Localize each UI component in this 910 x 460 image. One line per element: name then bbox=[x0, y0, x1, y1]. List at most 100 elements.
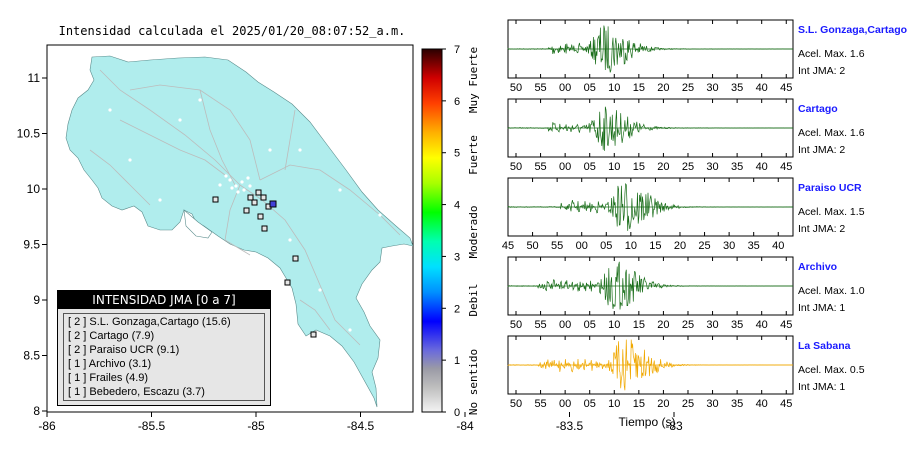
colorbar-category-label: Fuerte bbox=[467, 135, 480, 175]
waveform-x-tick-label: 10 bbox=[608, 82, 620, 94]
station-dots bbox=[108, 98, 382, 332]
colorbar-tick-label: 1 bbox=[454, 355, 460, 367]
max-accel-label: Acel. Max. 1.6 bbox=[798, 48, 865, 60]
legend-row: [ 1 ] Frailes (4.9) bbox=[68, 372, 149, 384]
colorbar-tick-label: 0 bbox=[454, 407, 460, 419]
legend-row: [ 1 ] Archivo (3.1) bbox=[68, 358, 152, 370]
map-x-tick-label: -85 bbox=[247, 419, 265, 433]
waveform-x-tick-label: 25 bbox=[682, 398, 694, 410]
waveform-x-tick-label: 45 bbox=[780, 398, 792, 410]
colorbar-category-label: Debil bbox=[467, 283, 480, 316]
waveform-x-tick-label: 00 bbox=[559, 82, 571, 94]
colorbar-category-label: Moderado bbox=[467, 206, 480, 259]
waveform-x-tick-label: 40 bbox=[756, 161, 768, 173]
waveform-x-tick-label: 30 bbox=[706, 319, 718, 331]
waveform-panel: 50 55 00 05 10 15 20 25 30 35 40 45 La Sabana Acel. M… bbox=[507, 335, 865, 410]
legend-row: [ 2 ] Paraiso UCR (9.1) bbox=[68, 344, 180, 356]
intensity-legend: INTENSIDAD JMA [0 a 7] [ 2 ] S.L. Gonzag… bbox=[57, 290, 271, 406]
waveform-x-tick-label: 35 bbox=[748, 240, 760, 252]
waveform-x-tick-label: 35 bbox=[731, 82, 743, 94]
legend-row: [ 2 ] Cartago (7.9) bbox=[68, 330, 155, 342]
colorbar-category-label: Muy Fuerte bbox=[467, 47, 480, 113]
intensity-stations bbox=[212, 189, 317, 338]
jma-intensity-label: Int JMA: 2 bbox=[798, 223, 845, 235]
waveform-x-tick-label: 45 bbox=[780, 319, 792, 331]
colorbar-tick-label: 2 bbox=[454, 303, 460, 315]
waveform-x-tick-label: 55 bbox=[534, 319, 546, 331]
costa-rica-landmass bbox=[65, 55, 413, 408]
waveform-x-tick-label: 40 bbox=[756, 319, 768, 331]
station-name: Paraiso UCR bbox=[798, 182, 862, 194]
colorbar-tick-label: 4 bbox=[454, 200, 460, 212]
waveform-x-tick-label: 05 bbox=[600, 240, 612, 252]
map-y-tick-label: 9.5 bbox=[23, 238, 40, 252]
waveform-trace bbox=[507, 183, 793, 231]
map-x-tick-label: -84 bbox=[456, 419, 474, 433]
waveform-trace bbox=[507, 25, 793, 73]
waveform-panel: 50 55 00 05 10 15 20 25 30 35 40 45 S.L. Gonzaga,Car… bbox=[507, 19, 907, 94]
waveform-x-tick-label: 50 bbox=[510, 398, 522, 410]
colorbar-tick-label: 3 bbox=[454, 251, 460, 263]
waveform-x-tick-label: 50 bbox=[510, 319, 522, 331]
colorbar-gradient bbox=[421, 48, 443, 413]
waveform-x-tick-label: 10 bbox=[625, 240, 637, 252]
waveform-x-tick-label: 05 bbox=[584, 82, 596, 94]
waveform-trace bbox=[507, 106, 793, 151]
waveform-x-tick-label: 25 bbox=[698, 240, 710, 252]
colorbar-ticks: 0 1 2 3 4 5 6 7 bbox=[442, 44, 460, 419]
waveform-x-tick-label: 45 bbox=[502, 240, 514, 252]
jma-intensity-label: Int JMA: 1 bbox=[798, 302, 845, 314]
map-x-tick-label: -83.5 bbox=[556, 419, 584, 433]
waveform-x-tick-label: 50 bbox=[510, 82, 522, 94]
waveform-x-tick-label: 35 bbox=[731, 319, 743, 331]
waveform-x-tick-label: 55 bbox=[534, 161, 546, 173]
map-y-tick-label: 11 bbox=[28, 71, 41, 85]
waveform-panels: 50 55 00 05 10 15 20 25 30 35 40 45 S.L. Gonzaga,Car… bbox=[502, 19, 907, 410]
waveform-x-tick-label: 20 bbox=[657, 398, 669, 410]
map-y-tick-label: 8.5 bbox=[23, 349, 40, 363]
road-network bbox=[89, 69, 401, 346]
waveform-x-tick-label: 10 bbox=[608, 161, 620, 173]
waveform-x-tick-label: 35 bbox=[731, 161, 743, 173]
waveform-x-tick-label: 20 bbox=[657, 319, 669, 331]
waveform-x-tick-label: 10 bbox=[608, 319, 620, 331]
map-y-tick-label: 10.5 bbox=[17, 127, 41, 141]
waveform-x-tick-label: 40 bbox=[772, 240, 784, 252]
waveform-x-tick-label: 15 bbox=[633, 319, 645, 331]
station-name: La Sabana bbox=[798, 340, 851, 352]
waveform-x-tick-label: 00 bbox=[559, 398, 571, 410]
colorbar-category-label: No sentido bbox=[467, 349, 480, 415]
waveform-x-tick-label: 55 bbox=[534, 398, 546, 410]
waveform-trace bbox=[507, 261, 793, 310]
station-name: Archivo bbox=[798, 261, 837, 273]
waveform-x-tick-label: 25 bbox=[682, 319, 694, 331]
jma-intensity-label: Int JMA: 2 bbox=[798, 65, 845, 77]
legend-title: INTENSIDAD JMA [0 a 7] bbox=[58, 291, 270, 309]
map-y-tick-label: 8 bbox=[33, 404, 40, 418]
station-name: S.L. Gonzaga,Cartago bbox=[798, 24, 907, 36]
waveform-x-tick-label: 15 bbox=[633, 82, 645, 94]
waveform-x-tick-label: 50 bbox=[510, 161, 522, 173]
waveform-x-tick-label: 30 bbox=[723, 240, 735, 252]
waveform-x-tick-label: 10 bbox=[608, 398, 620, 410]
waveform-x-tick-label: 30 bbox=[706, 161, 718, 173]
station-name: Cartago bbox=[798, 103, 838, 115]
map-y-tick-label: 10 bbox=[27, 182, 41, 196]
time-axis-label: Tiempo (s) bbox=[619, 415, 676, 429]
waveform-x-tick-label: 45 bbox=[780, 161, 792, 173]
waveform-x-tick-label: 00 bbox=[576, 240, 588, 252]
map-x-tick-label: -85.5 bbox=[138, 419, 166, 433]
max-accel-label: Acel. Max. 1.5 bbox=[798, 206, 865, 218]
waveform-x-tick-label: 25 bbox=[682, 82, 694, 94]
map-x-tick-label: -84.5 bbox=[347, 419, 375, 433]
max-accel-label: Acel. Max. 1.6 bbox=[798, 127, 865, 139]
waveform-panel: 50 55 00 05 10 15 20 25 30 35 40 45 Cartago Acel. Max… bbox=[507, 98, 865, 173]
colorbar-tick-label: 5 bbox=[454, 148, 460, 160]
waveform-x-tick-label: 15 bbox=[633, 398, 645, 410]
waveform-x-tick-label: 50 bbox=[526, 240, 538, 252]
max-accel-label: Acel. Max. 1.0 bbox=[798, 285, 865, 297]
legend-row: [ 1 ] Bebedero, Escazu (3.7) bbox=[68, 386, 205, 398]
waveform-x-tick-label: 20 bbox=[657, 161, 669, 173]
waveform-x-tick-label: 05 bbox=[584, 161, 596, 173]
